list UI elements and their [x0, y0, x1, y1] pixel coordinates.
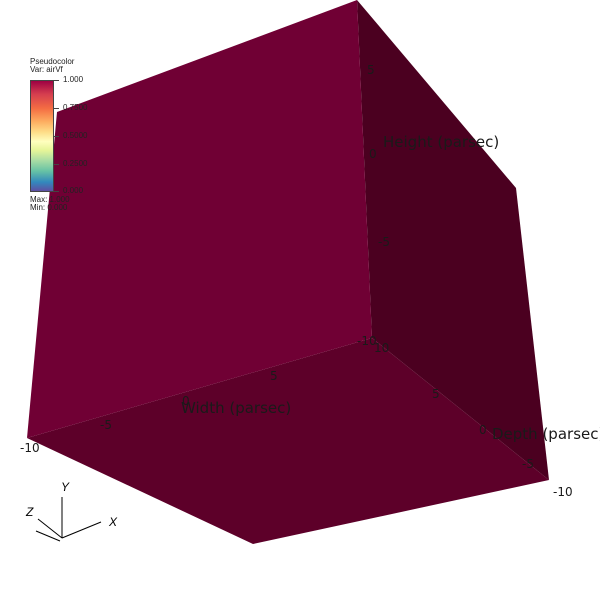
legend-tick-mark [54, 191, 59, 192]
legend-stats: Max: 1.000 Min: 0.000 [30, 196, 70, 212]
legend-tick-mark [54, 80, 59, 81]
legend-min: Min: 0.000 [30, 203, 68, 212]
width-tick-label: 10 [374, 341, 389, 355]
legend-tick-label: 0.000 [63, 186, 84, 195]
legend-tick-label: 1.000 [63, 75, 84, 84]
depth-tick-label: 0 [479, 423, 487, 437]
width-tick-label: 5 [270, 369, 278, 383]
triad-z-label: Z [25, 505, 34, 519]
height-tick-label: 0 [369, 147, 377, 161]
legend-plot-type: Pseudocolor [30, 57, 75, 66]
axis-triad: Y X Z [25, 480, 118, 542]
height-axis-title: Height (parsec) [383, 133, 499, 151]
width-tick-label: -5 [100, 418, 112, 432]
triad-y-label: Y [61, 480, 70, 494]
height-tick-label: -10 [357, 334, 377, 348]
width-tick-label: -10 [20, 441, 40, 455]
width-tick-label: 0 [182, 394, 190, 408]
height-tick-label: -5 [378, 235, 390, 249]
width-axis-title: Width (parsec) [181, 399, 291, 417]
pseudocolor-legend: Pseudocolor Var: airVf 1.000 0.7500 0.50… [30, 57, 110, 212]
legend-tick-mark [54, 108, 59, 109]
cube-right-face [357, 0, 549, 480]
legend-max: Max: 1.000 [30, 195, 70, 204]
depth-tick-label: -5 [522, 457, 534, 471]
legend-tick-mark [54, 164, 59, 165]
width-axis: -10 -5 0 5 10 Width (parsec) [20, 341, 389, 455]
depth-tick-label: 5 [432, 387, 440, 401]
depth-tick-label: -10 [553, 485, 573, 499]
height-tick-label: 5 [367, 63, 375, 77]
depth-axis: 5 0 -5 -10 Depth (parsec) [432, 387, 600, 499]
legend-tick-label: 0.2500 [63, 159, 88, 168]
legend-variable: Var: airVf [30, 65, 63, 74]
colorbar [30, 80, 54, 192]
legend-tick-label: 0.7500 [63, 103, 88, 112]
legend-tick-label: 0.5000 [63, 131, 88, 140]
cube-bottom-face [27, 338, 549, 544]
height-axis: 5 0 -5 -10 Height (parsec) [357, 63, 499, 348]
legend-tick-mark [54, 136, 59, 137]
depth-axis-title: Depth (parsec) [492, 425, 600, 443]
cube-front-face [27, 0, 372, 438]
triad-x-label: X [108, 515, 118, 529]
